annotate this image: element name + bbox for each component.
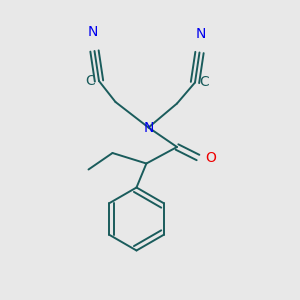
Text: C: C	[85, 74, 95, 88]
Text: N: N	[196, 27, 206, 41]
Text: C: C	[199, 76, 209, 89]
Text: O: O	[205, 151, 216, 164]
Text: N: N	[88, 26, 98, 39]
Text: N: N	[143, 121, 154, 134]
